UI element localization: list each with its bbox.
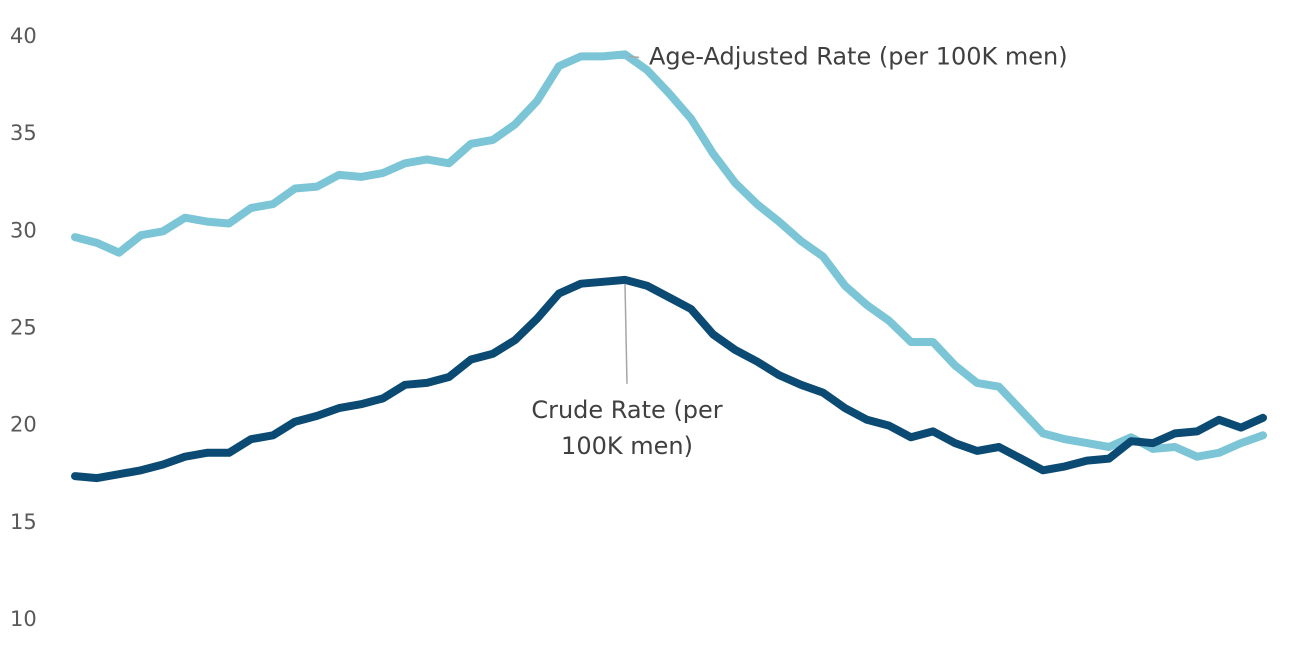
y-tick-label-35: 35	[10, 121, 37, 145]
crude-rate-label-line-2: 100K men)	[561, 432, 693, 460]
y-tick-label-10: 10	[10, 607, 37, 631]
y-tick-label-40: 40	[10, 24, 37, 48]
age-adjusted-rate-label: Age-Adjusted Rate (per 100K men)	[649, 42, 1068, 70]
age-adjusted-leader-line	[628, 55, 640, 59]
crude-rate-label-line-1: Crude Rate (per	[531, 396, 722, 424]
series-lines	[71, 50, 1267, 483]
crude-rate-leader-line	[624, 283, 628, 384]
series-annotations: Age-Adjusted Rate (per 100K men) Crude Ra…	[531, 42, 1067, 459]
y-tick-label-30: 30	[10, 218, 37, 242]
series-line-crude-rate	[71, 275, 1267, 483]
y-tick-label-15: 15	[10, 510, 37, 534]
y-tick-label-25: 25	[10, 316, 37, 340]
series-line-age-adjusted-rate	[71, 50, 1267, 461]
y-axis-tick-labels: 10 15 20 25 30 35 40	[10, 24, 37, 631]
y-tick-label-20: 20	[10, 413, 37, 437]
